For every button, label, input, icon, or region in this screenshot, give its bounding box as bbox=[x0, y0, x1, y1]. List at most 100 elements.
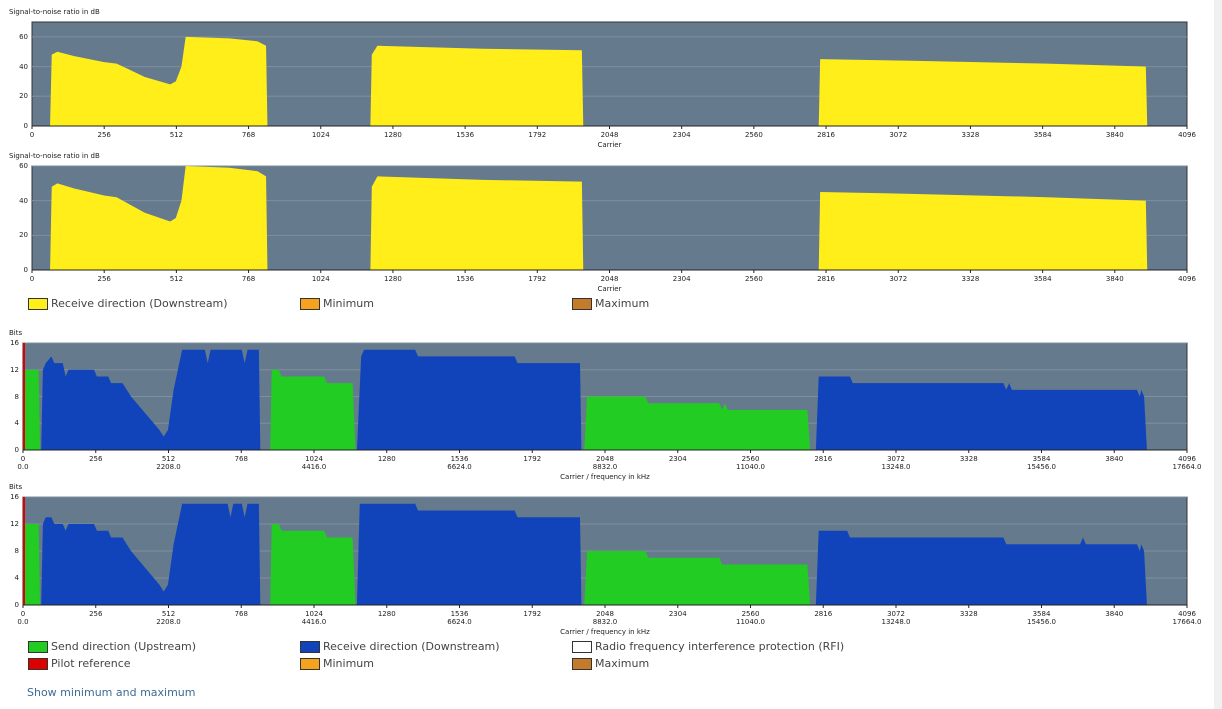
x-tick-label: 512 bbox=[169, 131, 184, 139]
x-tick-label: 0 bbox=[20, 610, 26, 618]
plot-area bbox=[22, 496, 1188, 606]
legend-label: Minimum bbox=[323, 297, 374, 310]
x-axis-title: Carrier / frequency in kHz bbox=[560, 473, 650, 481]
x-tick-label: 256 bbox=[89, 610, 103, 618]
x-tick-label: 1536 bbox=[456, 275, 475, 283]
legend-swatch bbox=[28, 657, 48, 670]
x-axis-title: Carrier / frequency in kHz bbox=[560, 628, 650, 636]
x-tick-label: 2304 bbox=[668, 610, 687, 618]
x-tick-label: 768 bbox=[241, 275, 256, 283]
y-tick-label: 12 bbox=[10, 365, 19, 374]
x-tick-label: 3840 bbox=[1105, 610, 1124, 618]
x-tick-label: 3840 bbox=[1105, 275, 1124, 283]
y-tick-label: 0 bbox=[14, 446, 19, 454]
legend-downstream: Receive direction (Downstream) bbox=[300, 640, 500, 653]
legend-label: Radio frequency interference protection … bbox=[595, 640, 845, 653]
x-tick-label: 4096 bbox=[1178, 455, 1196, 463]
x-tick-label: 3072 bbox=[887, 455, 905, 463]
x-freq-tick-label: 15456.0 bbox=[1027, 618, 1056, 626]
x-tick-label: 0 bbox=[29, 275, 35, 283]
y-tick-label: 4 bbox=[14, 419, 19, 428]
legend-bits-minimum: Minimum bbox=[300, 657, 374, 670]
y-axis-title: Bits bbox=[9, 483, 23, 491]
x-tick-label: 2048 bbox=[600, 131, 619, 139]
y-tick-label: 60 bbox=[19, 162, 28, 170]
x-freq-tick-label: 2208.0 bbox=[156, 618, 181, 626]
y-axis-title: Signal-to-noise ratio in dB bbox=[9, 152, 100, 160]
legend-label: Pilot reference bbox=[51, 657, 131, 670]
x-axis-title: Carrier bbox=[597, 141, 622, 149]
x-tick-label: 3328 bbox=[959, 455, 978, 463]
x-tick-label: 1792 bbox=[528, 131, 547, 139]
x-tick-label: 2048 bbox=[596, 610, 614, 618]
x-tick-label: 3328 bbox=[959, 610, 978, 618]
x-axis-title: Carrier bbox=[597, 285, 622, 293]
x-freq-tick-label: 11040.0 bbox=[736, 618, 765, 626]
y-axis-title: Signal-to-noise ratio in dB bbox=[9, 8, 100, 16]
x-freq-tick-label: 6624.0 bbox=[447, 618, 472, 626]
x-tick-label: 0 bbox=[29, 131, 35, 139]
legend-label: Send direction (Upstream) bbox=[51, 640, 197, 653]
plot-area bbox=[22, 342, 1188, 451]
x-tick-label: 3072 bbox=[887, 610, 905, 618]
x-tick-label: 2816 bbox=[814, 455, 833, 463]
x-tick-label: 256 bbox=[97, 275, 111, 283]
legend-rfi: Radio frequency interference protection … bbox=[572, 640, 844, 653]
area-pilot-reference bbox=[23, 497, 25, 605]
area-send-direction-upstream- bbox=[584, 396, 811, 450]
x-tick-label: 3584 bbox=[1033, 275, 1052, 283]
y-tick-label: 12 bbox=[10, 520, 19, 528]
y-tick-label: 0 bbox=[23, 266, 28, 274]
x-tick-label: 1024 bbox=[311, 275, 330, 283]
legend-snr-downstream: Receive direction (Downstream) bbox=[28, 297, 228, 310]
area-receive-direction-downstream- bbox=[815, 530, 1147, 605]
legend-label: Minimum bbox=[323, 657, 374, 670]
area-receive-direction-downstream- bbox=[815, 376, 1147, 450]
x-tick-label: 2560 bbox=[741, 610, 760, 618]
area-send-direction-upstream- bbox=[270, 524, 356, 605]
y-tick-label: 40 bbox=[19, 196, 28, 205]
x-tick-label: 1024 bbox=[311, 131, 330, 139]
x-tick-label: 2048 bbox=[600, 275, 619, 283]
x-tick-label: 2048 bbox=[596, 455, 614, 463]
x-tick-label: 2304 bbox=[672, 131, 691, 139]
x-tick-label: 4096 bbox=[1178, 610, 1196, 618]
legend-swatch bbox=[300, 640, 320, 653]
x-tick-label: 1024 bbox=[305, 610, 323, 618]
x-freq-tick-label: 6624.0 bbox=[447, 463, 472, 471]
show-min-max-link[interactable]: Show minimum and maximum bbox=[27, 686, 196, 699]
x-tick-label: 1280 bbox=[377, 610, 396, 618]
area-snr bbox=[370, 45, 584, 127]
legend-bits-maximum: Maximum bbox=[572, 657, 649, 670]
x-tick-label: 1792 bbox=[523, 610, 542, 618]
x-tick-label: 768 bbox=[241, 131, 256, 139]
area-receive-direction-downstream- bbox=[41, 349, 261, 450]
legend-snr-maximum: Maximum bbox=[572, 297, 649, 310]
area-snr bbox=[370, 176, 584, 270]
x-tick-label: 2560 bbox=[744, 275, 763, 283]
x-freq-tick-label: 15456.0 bbox=[1027, 463, 1056, 471]
y-axis-title: Bits bbox=[9, 329, 23, 337]
x-tick-label: 3328 bbox=[961, 275, 980, 283]
x-tick-label: 3072 bbox=[889, 275, 908, 283]
legend-swatch bbox=[300, 297, 320, 310]
x-tick-label: 2560 bbox=[744, 131, 763, 139]
x-tick-label: 1280 bbox=[384, 275, 402, 283]
x-tick-label: 1536 bbox=[450, 610, 469, 618]
page-scrollbar[interactable] bbox=[1214, 0, 1222, 709]
x-tick-label: 1536 bbox=[450, 455, 469, 463]
y-tick-label: 60 bbox=[19, 32, 28, 41]
x-freq-tick-label: 0.0 bbox=[17, 463, 29, 471]
x-tick-label: 768 bbox=[234, 610, 248, 618]
x-tick-label: 512 bbox=[161, 455, 176, 463]
area-snr bbox=[818, 192, 1148, 270]
x-tick-label: 3840 bbox=[1105, 455, 1124, 463]
legend-label: Maximum bbox=[595, 657, 650, 670]
area-snr bbox=[50, 166, 268, 270]
area-receive-direction-downstream- bbox=[356, 503, 582, 605]
legend-label: Receive direction (Downstream) bbox=[323, 640, 500, 653]
x-tick-label: 2304 bbox=[668, 455, 687, 463]
legend-swatch bbox=[300, 657, 320, 670]
x-tick-label: 512 bbox=[169, 275, 184, 283]
